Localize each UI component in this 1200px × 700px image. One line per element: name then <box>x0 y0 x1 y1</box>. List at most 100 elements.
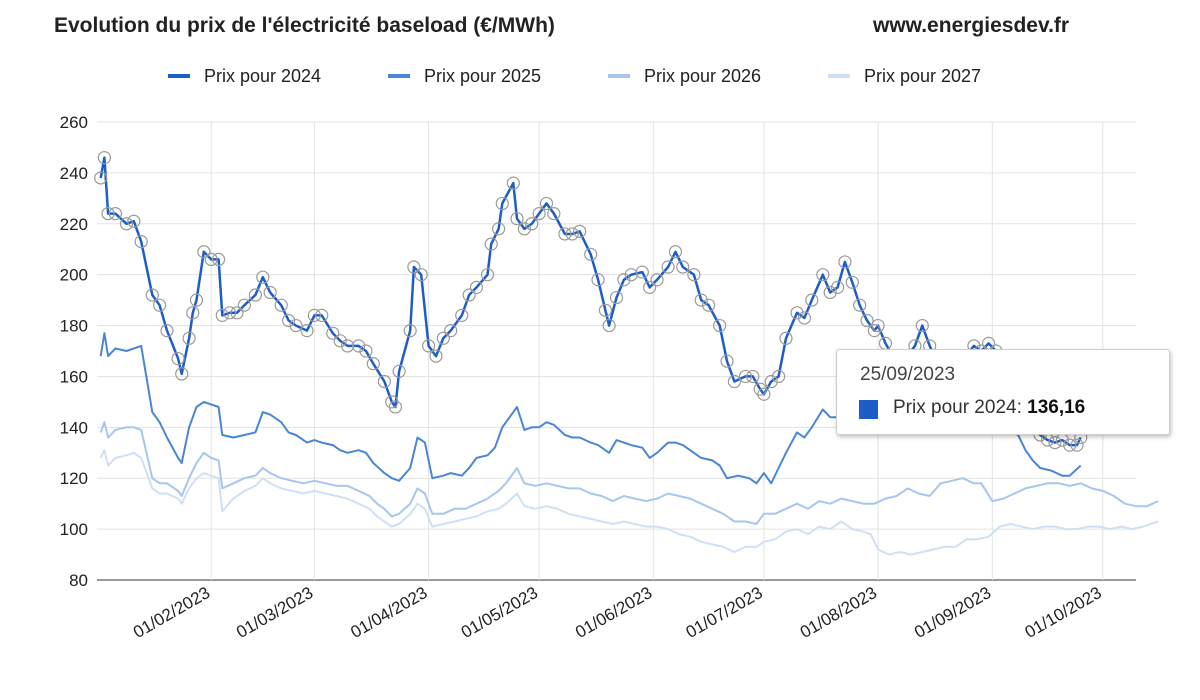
data-point-2024[interactable] <box>189 293 204 307</box>
data-point-2024[interactable] <box>281 313 296 328</box>
data-point-2024[interactable] <box>256 270 270 284</box>
data-point-2024[interactable] <box>315 308 329 322</box>
data-point-2024[interactable] <box>720 354 734 368</box>
legend-label[interactable]: Prix pour 2026 <box>644 66 761 86</box>
data-point-2024[interactable] <box>764 374 778 389</box>
data-point-2024[interactable] <box>392 364 406 378</box>
data-point-2024[interactable] <box>340 339 355 353</box>
data-point-2024[interactable] <box>539 196 554 211</box>
data-point-2024[interactable] <box>668 245 683 259</box>
data-point-2024[interactable] <box>171 352 185 366</box>
data-point-2024[interactable] <box>532 207 546 221</box>
legend-label[interactable]: Prix pour 2025 <box>424 66 541 86</box>
data-point-2024[interactable] <box>853 298 867 312</box>
data-point-2024[interactable] <box>263 285 277 300</box>
data-point-2024[interactable] <box>506 176 520 190</box>
data-point-2024[interactable] <box>215 308 229 322</box>
data-point-2024[interactable] <box>510 212 524 226</box>
data-point-2024[interactable] <box>97 151 111 165</box>
series-line-2026[interactable] <box>99 421 1159 525</box>
data-point-2024[interactable] <box>127 214 141 228</box>
legend-label[interactable]: Prix pour 2027 <box>864 66 981 86</box>
data-point-2024[interactable] <box>204 252 218 266</box>
data-point-2024[interactable] <box>609 290 624 305</box>
data-point-2024[interactable] <box>713 318 727 333</box>
data-point-2024[interactable] <box>333 334 347 348</box>
series-line-2027[interactable] <box>99 449 1159 556</box>
data-point-2024[interactable] <box>223 306 237 320</box>
data-point-2024[interactable] <box>351 339 366 353</box>
data-point-2024[interactable] <box>462 288 476 302</box>
data-point-2024[interactable] <box>153 298 167 312</box>
data-point-2024[interactable] <box>694 293 708 307</box>
data-point-2024[interactable] <box>436 331 450 345</box>
data-point-2024[interactable] <box>823 285 837 300</box>
data-point-2024[interactable] <box>635 265 649 279</box>
data-point-2024[interactable] <box>186 306 200 320</box>
data-point-2024[interactable] <box>790 306 804 320</box>
data-point-2024[interactable] <box>1070 438 1084 452</box>
source-url[interactable]: www.energiesdev.fr <box>873 14 1070 37</box>
data-point-2024[interactable] <box>211 252 226 266</box>
data-point-2024[interactable] <box>676 260 690 274</box>
data-point-2024[interactable] <box>805 293 819 307</box>
data-point-2024[interactable] <box>175 367 189 381</box>
data-point-2024[interactable] <box>495 196 509 211</box>
data-point-2024[interactable] <box>565 227 579 241</box>
data-point-2024[interactable] <box>547 207 561 221</box>
data-point-2024[interactable] <box>661 260 675 274</box>
data-point-2024[interactable] <box>182 331 196 345</box>
data-point-2024[interactable] <box>160 324 174 338</box>
legend-label[interactable]: Prix pour 2024 <box>204 66 321 86</box>
data-point-2024[interactable] <box>643 280 657 294</box>
data-point-2024[interactable] <box>455 308 469 322</box>
data-point-2024[interactable] <box>101 207 115 221</box>
data-point-2024[interactable] <box>772 369 786 384</box>
data-point-2024[interactable] <box>617 273 631 287</box>
data-point-2024[interactable] <box>134 234 148 249</box>
data-point-2024[interactable] <box>237 298 251 312</box>
data-point-2024[interactable] <box>602 318 616 333</box>
data-point-2024[interactable] <box>366 357 380 371</box>
data-point-2024[interactable] <box>746 369 760 384</box>
data-point-2024[interactable] <box>838 255 852 269</box>
data-point-2024[interactable] <box>480 268 495 282</box>
data-point-2024[interactable] <box>491 222 506 236</box>
data-point-2024[interactable] <box>359 344 373 358</box>
data-point-2024[interactable] <box>307 308 321 322</box>
data-point-2024[interactable] <box>525 217 539 231</box>
data-point-2024[interactable] <box>845 275 859 289</box>
data-point-2024[interactable] <box>915 318 929 333</box>
data-point-2024[interactable] <box>484 237 498 251</box>
data-point-2024[interactable] <box>558 227 572 241</box>
data-point-2024[interactable] <box>414 268 428 282</box>
data-point-2024[interactable] <box>517 222 531 236</box>
data-point-2024[interactable] <box>702 298 716 312</box>
data-point-2024[interactable] <box>598 303 613 317</box>
data-point-2024[interactable] <box>248 288 263 302</box>
data-point-2024[interactable] <box>860 313 874 328</box>
data-point-2024[interactable] <box>573 224 587 239</box>
data-point-2024[interactable] <box>469 280 484 294</box>
data-point-2024[interactable] <box>1048 436 1062 450</box>
data-point-2024[interactable] <box>727 374 742 389</box>
data-point-2024[interactable] <box>274 298 288 312</box>
data-point-2024[interactable] <box>119 217 134 231</box>
data-point-2024[interactable] <box>687 268 701 282</box>
data-point-2024[interactable] <box>145 288 159 302</box>
data-point-2024[interactable] <box>326 326 340 340</box>
data-point-2024[interactable] <box>289 318 303 333</box>
data-point-2024[interactable] <box>584 247 598 261</box>
data-point-2024[interactable] <box>300 324 314 338</box>
data-point-2024[interactable] <box>779 331 793 345</box>
data-point-2024[interactable] <box>650 273 664 287</box>
data-point-2024[interactable] <box>230 306 244 320</box>
data-point-2024[interactable] <box>797 311 812 325</box>
data-point-2024[interactable] <box>197 245 211 259</box>
data-point-2024[interactable] <box>377 374 391 389</box>
data-point-2024[interactable] <box>108 207 123 221</box>
data-point-2024[interactable] <box>407 260 421 274</box>
data-point-2024[interactable] <box>591 273 605 287</box>
data-point-2024[interactable] <box>444 324 458 338</box>
